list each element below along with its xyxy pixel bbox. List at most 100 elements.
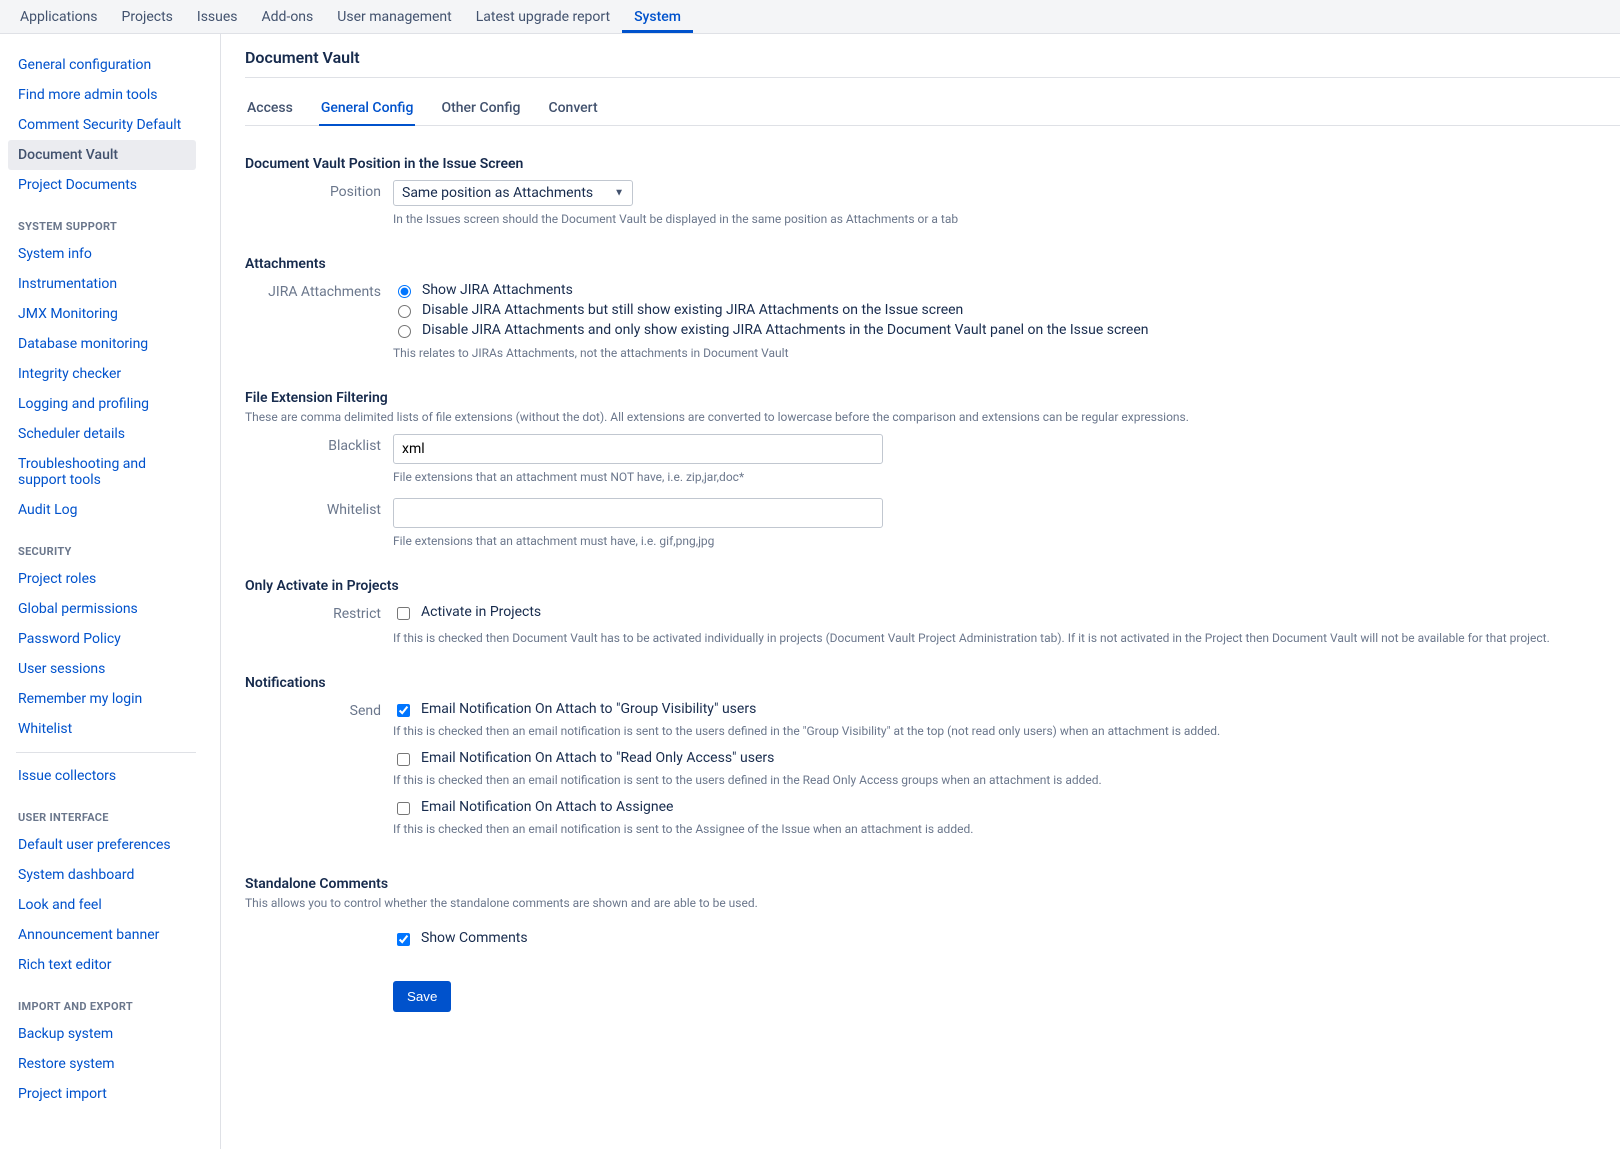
whitelist-input[interactable]: [393, 498, 883, 528]
content-tab[interactable]: Convert: [546, 92, 599, 125]
sidebar-item[interactable]: Database monitoring: [8, 329, 196, 359]
topnav-item[interactable]: Latest upgrade report: [464, 0, 622, 33]
comments-description: This allows you to control whether the s…: [245, 896, 1620, 910]
sidebar-item[interactable]: JMX Monitoring: [8, 299, 196, 329]
sidebar-item[interactable]: Global permissions: [8, 594, 196, 624]
attachments-radio-label: Disable JIRA Attachments but still show …: [422, 302, 963, 318]
notification-checkbox-label: Email Notification On Attach to "Read On…: [421, 750, 774, 766]
sidebar-item[interactable]: Whitelist: [8, 714, 196, 744]
sidebar-item[interactable]: Project import: [8, 1079, 196, 1109]
notification-help: If this is checked then an email notific…: [393, 724, 1620, 738]
sidebar-heading: Security: [8, 525, 220, 564]
attachments-help: This relates to JIRAs Attachments, not t…: [393, 346, 1620, 360]
attachments-radio-label: Disable JIRA Attachments and only show e…: [422, 322, 1149, 338]
section-title: Only Activate in Projects: [245, 578, 1620, 594]
topnav-item[interactable]: System: [622, 0, 693, 33]
topnav-item[interactable]: Add-ons: [250, 0, 326, 33]
blacklist-input[interactable]: [393, 434, 883, 464]
attachments-label: JIRA Attachments: [245, 280, 393, 300]
attachments-radio[interactable]: [398, 305, 411, 318]
attachments-radio[interactable]: [398, 285, 411, 298]
section-title: Notifications: [245, 675, 1620, 691]
sidebar-item[interactable]: Password Policy: [8, 624, 196, 654]
section-title: Document Vault Position in the Issue Scr…: [245, 156, 1620, 172]
attachments-radio-label: Show JIRA Attachments: [422, 282, 573, 298]
position-section: Document Vault Position in the Issue Scr…: [245, 156, 1620, 226]
sidebar-item[interactable]: Comment Security Default: [8, 110, 196, 140]
position-help: In the Issues screen should the Document…: [393, 212, 1620, 226]
sidebar-item[interactable]: Troubleshooting and support tools: [8, 449, 196, 495]
sidebar-item[interactable]: Audit Log: [8, 495, 196, 525]
notifications-section: Notifications Send Email Notification On…: [245, 675, 1620, 846]
sidebar-item[interactable]: Logging and profiling: [8, 389, 196, 419]
sidebar-item[interactable]: Rich text editor: [8, 950, 196, 980]
main-content: Document Vault Access General Config Other…: [220, 34, 1620, 1149]
sidebar-item[interactable]: Look and feel: [8, 890, 196, 920]
save-button[interactable]: Save: [393, 981, 451, 1012]
section-title: Attachments: [245, 256, 1620, 272]
attachments-section: Attachments JIRA Attachments Show JIRA A…: [245, 256, 1620, 360]
top-nav: ApplicationsProjectsIssuesAdd-onsUser ma…: [0, 0, 1620, 34]
section-title: File Extension Filtering: [245, 390, 1620, 406]
whitelist-label: Whitelist: [245, 498, 393, 518]
notifications-label: Send: [245, 699, 393, 719]
restrict-section: Only Activate in Projects Restrict Activ…: [245, 578, 1620, 645]
sidebar-item[interactable]: Find more admin tools: [8, 80, 196, 110]
sidebar-heading: System Support: [8, 200, 220, 239]
show-comments-label: Show Comments: [421, 930, 528, 946]
notification-checkbox[interactable]: [397, 753, 410, 766]
sidebar-item[interactable]: Document Vault: [8, 140, 196, 170]
notification-help: If this is checked then an email notific…: [393, 773, 1620, 787]
section-title: Standalone Comments: [245, 876, 1620, 892]
sidebar-item[interactable]: Issue collectors: [8, 761, 196, 791]
page-title: Document Vault: [245, 48, 1620, 78]
sidebar: General configurationFind more admin too…: [0, 34, 220, 1149]
sidebar-item[interactable]: Project Documents: [8, 170, 196, 200]
sidebar-item[interactable]: Default user preferences: [8, 830, 196, 860]
content-tab[interactable]: Access: [245, 92, 295, 125]
chevron-down-icon: ▼: [614, 188, 624, 199]
sidebar-item[interactable]: System dashboard: [8, 860, 196, 890]
comments-section: Standalone Comments This allows you to c…: [245, 876, 1620, 951]
restrict-label: Restrict: [245, 602, 393, 622]
blacklist-help: File extensions that an attachment must …: [393, 470, 1620, 484]
filter-description: These are comma delimited lists of file …: [245, 410, 1620, 424]
content-tab[interactable]: Other Config: [439, 92, 522, 125]
notification-help: If this is checked then an email notific…: [393, 822, 1620, 836]
content-tabs: Access General Config Other Config Convert: [245, 92, 1620, 126]
blacklist-label: Blacklist: [245, 434, 393, 454]
comments-label-spacer: [245, 928, 393, 932]
sidebar-item[interactable]: Restore system: [8, 1049, 196, 1079]
topnav-item[interactable]: Projects: [110, 0, 185, 33]
sidebar-heading: User Interface: [8, 791, 220, 830]
sidebar-item[interactable]: System info: [8, 239, 196, 269]
attachments-radio[interactable]: [398, 325, 411, 338]
notification-checkbox-label: Email Notification On Attach to "Group V…: [421, 701, 756, 717]
restrict-checkbox[interactable]: [397, 607, 410, 620]
notification-checkbox-label: Email Notification On Attach to Assignee: [421, 799, 673, 815]
sidebar-item[interactable]: General configuration: [8, 50, 196, 80]
topnav-item[interactable]: Issues: [185, 0, 250, 33]
content-tab[interactable]: General Config: [319, 92, 416, 126]
position-label: Position: [245, 180, 393, 200]
sidebar-item[interactable]: Backup system: [8, 1019, 196, 1049]
sidebar-item[interactable]: Instrumentation: [8, 269, 196, 299]
notification-checkbox[interactable]: [397, 704, 410, 717]
sidebar-item[interactable]: Announcement banner: [8, 920, 196, 950]
filter-section: File Extension Filtering These are comma…: [245, 390, 1620, 548]
sidebar-item[interactable]: Project roles: [8, 564, 196, 594]
sidebar-heading: Import and Export: [8, 980, 220, 1019]
sidebar-item[interactable]: Scheduler details: [8, 419, 196, 449]
notification-checkbox[interactable]: [397, 802, 410, 815]
position-select-value: Same position as Attachments: [402, 185, 593, 201]
sidebar-item[interactable]: Integrity checker: [8, 359, 196, 389]
sidebar-item[interactable]: User sessions: [8, 654, 196, 684]
restrict-checkbox-label: Activate in Projects: [421, 604, 541, 620]
sidebar-item[interactable]: Remember my login: [8, 684, 196, 714]
show-comments-checkbox[interactable]: [397, 933, 410, 946]
topnav-item[interactable]: Applications: [8, 0, 110, 33]
topnav-item[interactable]: User management: [325, 0, 463, 33]
position-select[interactable]: Same position as Attachments ▼: [393, 180, 633, 206]
whitelist-help: File extensions that an attachment must …: [393, 534, 1620, 548]
restrict-help: If this is checked then Document Vault h…: [393, 631, 1620, 645]
